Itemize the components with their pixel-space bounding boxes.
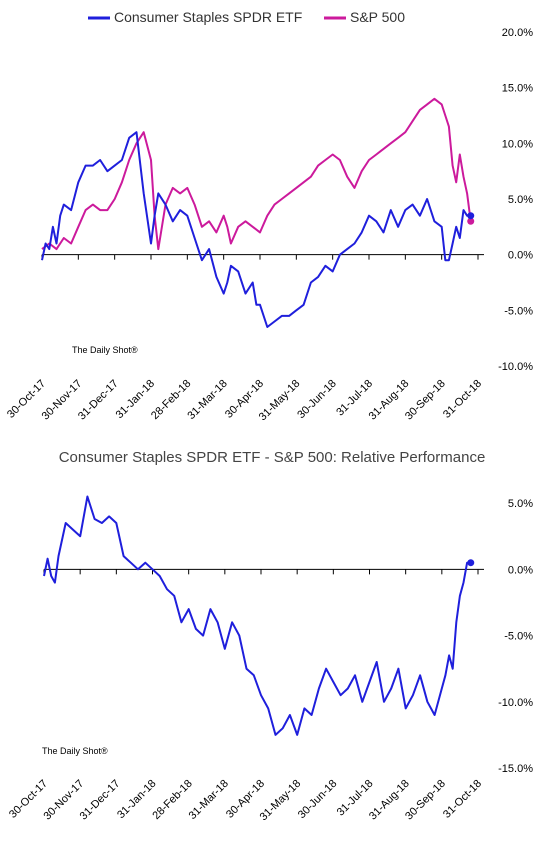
chart-credit: The Daily Shot® (72, 345, 138, 355)
series-line (41, 97, 472, 251)
chart-credit: The Daily Shot® (42, 746, 108, 756)
y-tick-label: 20.0% (502, 27, 533, 39)
y-tick-label: 0.0% (508, 564, 533, 576)
legend-label: Consumer Staples SPDR ETF (114, 9, 302, 25)
series-end-marker (467, 217, 475, 225)
x-tick-label: 30-Jun-18 (296, 778, 340, 822)
x-tick-label: 30-Jun-18 (295, 378, 339, 422)
x-tick-label: 31-Oct-18 (441, 378, 484, 421)
series-end-marker (467, 559, 475, 567)
chart-title: Consumer Staples SPDR ETF - S&P 500: Rel… (59, 449, 486, 466)
y-tick-label: -5.0% (504, 631, 533, 643)
legend-label: S&P 500 (350, 9, 405, 25)
series-line (41, 131, 471, 328)
y-tick-label: 10.0% (502, 138, 533, 150)
y-tick-label: -10.0% (498, 361, 533, 373)
y-tick-label: -10.0% (498, 697, 533, 709)
y-tick-label: 5.0% (508, 194, 533, 206)
y-tick-label: 5.0% (508, 498, 533, 510)
x-tick-label: 31-Oct-18 (441, 778, 484, 821)
chart-index-performance: 30-Oct-1730-Nov-1731-Dec-1731-Jan-1828-F… (5, 9, 533, 423)
y-tick-label: -15.0% (498, 763, 533, 775)
x-tick-label: 31-Dec-17 (76, 378, 121, 423)
chart-relative-performance: 30-Oct-1730-Nov-1731-Dec-1731-Jan-1828-F… (7, 449, 533, 823)
y-tick-label: -5.0% (504, 305, 533, 317)
series-line (43, 495, 471, 736)
series-end-marker (467, 212, 475, 220)
x-tick-label: 31-Mar-18 (185, 378, 229, 422)
y-tick-label: 0.0% (508, 250, 533, 262)
x-tick-label: 31-Mar-18 (187, 778, 231, 822)
y-tick-label: 15.0% (502, 83, 533, 95)
